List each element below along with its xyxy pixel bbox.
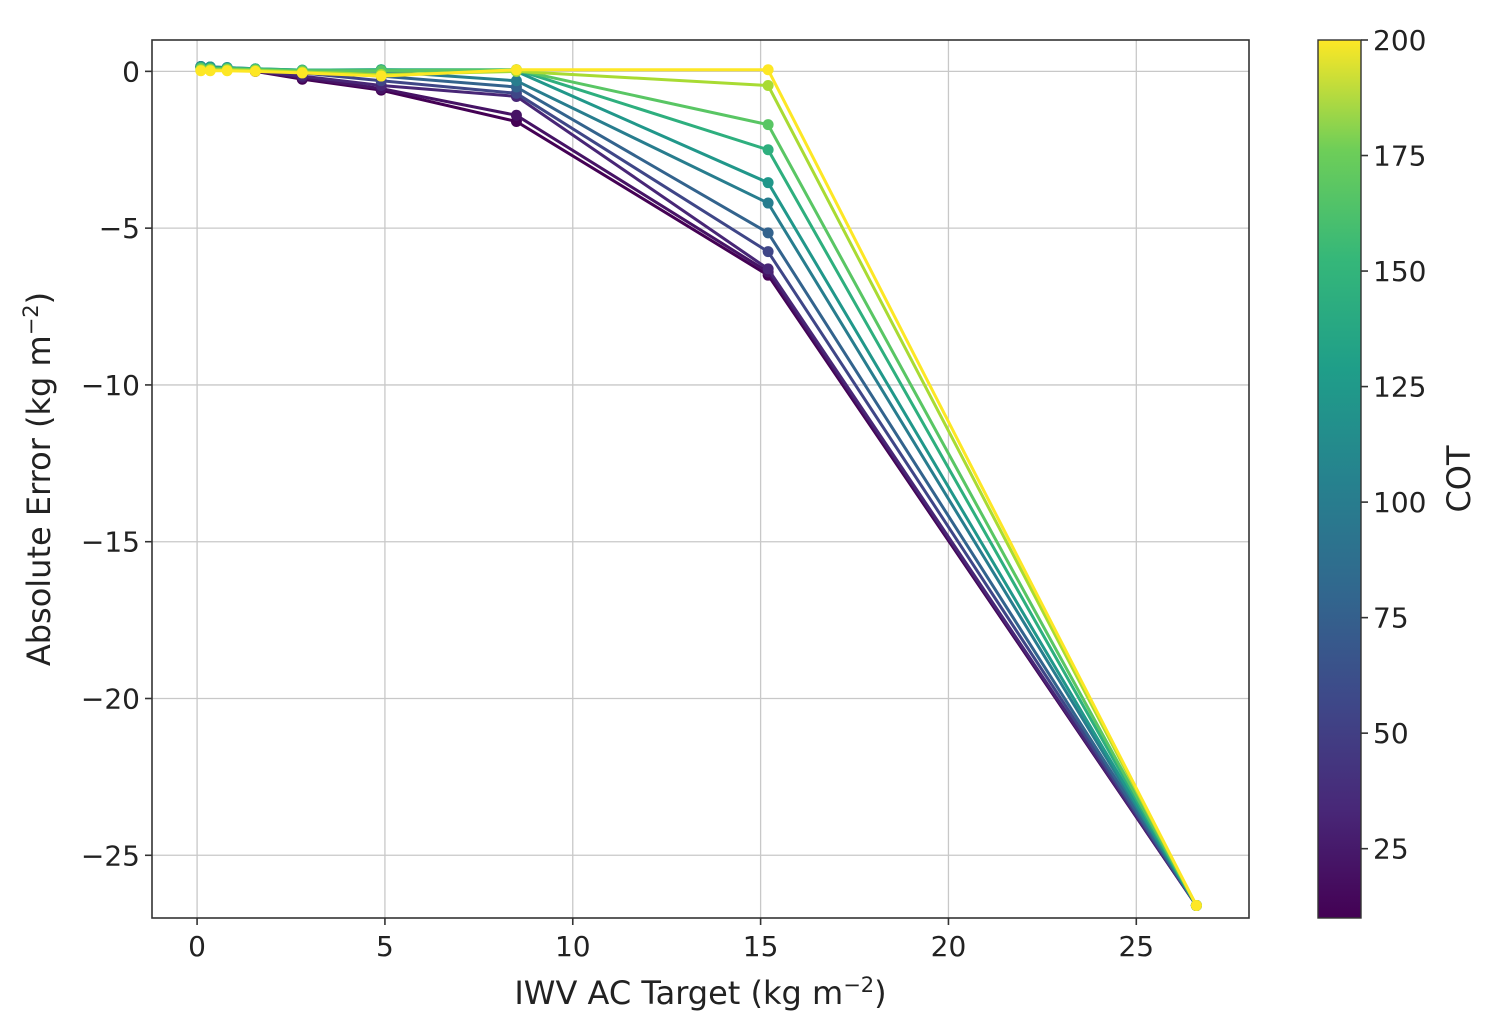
y-axis-label-end: ) bbox=[20, 292, 58, 304]
data-point bbox=[375, 70, 387, 82]
data-point bbox=[204, 65, 216, 77]
y-axis-label-superscript: −2 bbox=[19, 304, 43, 335]
x-tick-label: 20 bbox=[931, 930, 967, 963]
series-cot-10 bbox=[195, 61, 1202, 911]
data-point bbox=[296, 67, 308, 79]
axis-ticks: 0 5 10 15 20 25 0 −5 −10 −15 −20 −25 bbox=[81, 55, 1154, 963]
series-cot-50 bbox=[195, 61, 1202, 911]
data-point bbox=[510, 75, 522, 87]
data-point bbox=[762, 246, 774, 258]
series-cot-30 bbox=[195, 61, 1202, 911]
x-axis-label: IWV AC Target (kg m−2) bbox=[514, 973, 886, 1012]
y-axis-label: Absolute Error (kg m−2) bbox=[19, 292, 58, 666]
colorbar-label: COT bbox=[1440, 445, 1478, 513]
y-tick-label: −25 bbox=[81, 839, 140, 872]
series-line bbox=[200, 68, 1198, 907]
series-cot-200 bbox=[195, 64, 1202, 911]
colorbar-tick-label: 100 bbox=[1373, 486, 1426, 519]
data-point bbox=[1190, 899, 1202, 911]
colorbar-tick-label: 150 bbox=[1373, 255, 1426, 288]
x-axis-label-text: IWV AC Target (kg m bbox=[514, 974, 843, 1012]
x-tick-label: 15 bbox=[743, 930, 779, 963]
series-cot-150 bbox=[195, 62, 1202, 911]
series-cot-20 bbox=[195, 61, 1202, 911]
series-cot-90 bbox=[195, 61, 1202, 911]
y-tick-label: −15 bbox=[81, 526, 140, 559]
colorbar-tick-label: 25 bbox=[1373, 833, 1409, 866]
colorbar-tick-label: 175 bbox=[1373, 140, 1426, 173]
x-axis-label-end: ) bbox=[874, 974, 886, 1012]
y-tick-label: −5 bbox=[99, 212, 140, 245]
x-tick-label: 25 bbox=[1118, 930, 1154, 963]
data-point bbox=[762, 119, 774, 131]
data-point bbox=[221, 65, 233, 77]
colorbar bbox=[1317, 39, 1362, 919]
data-point bbox=[762, 227, 774, 239]
data-point bbox=[762, 197, 774, 209]
y-tick-label: −20 bbox=[81, 683, 140, 716]
series-line bbox=[200, 65, 1198, 907]
series-cot-130 bbox=[195, 62, 1202, 911]
data-point bbox=[762, 144, 774, 156]
y-tick-label: 0 bbox=[122, 55, 140, 88]
data-point bbox=[762, 263, 774, 275]
x-axis-label-superscript: −2 bbox=[843, 973, 874, 997]
series-lines bbox=[195, 61, 1202, 911]
series-cot-110 bbox=[195, 61, 1202, 911]
x-tick-label: 5 bbox=[376, 930, 394, 963]
data-point bbox=[762, 79, 774, 91]
data-point bbox=[762, 177, 774, 189]
colorbar-tick-label: 125 bbox=[1373, 371, 1426, 404]
plot-frame bbox=[151, 39, 1250, 919]
y-axis-label-text: Absolute Error (kg m bbox=[20, 335, 58, 666]
series-cot-70 bbox=[195, 61, 1202, 911]
colorbar-ticks: 25 50 75 100 125 150 175 200 bbox=[1361, 24, 1426, 866]
colorbar-tick-label: 50 bbox=[1373, 717, 1409, 750]
x-tick-label: 10 bbox=[555, 930, 591, 963]
colorbar-tick-label: 200 bbox=[1373, 24, 1426, 57]
data-point bbox=[510, 64, 522, 76]
colorbar-tick-label: 75 bbox=[1373, 602, 1409, 635]
data-point bbox=[195, 65, 207, 77]
y-tick-label: −10 bbox=[81, 369, 140, 402]
series-line bbox=[200, 68, 1198, 907]
data-point bbox=[762, 64, 774, 76]
x-tick-label: 0 bbox=[188, 930, 206, 963]
data-point bbox=[510, 109, 522, 121]
data-point bbox=[249, 65, 261, 77]
